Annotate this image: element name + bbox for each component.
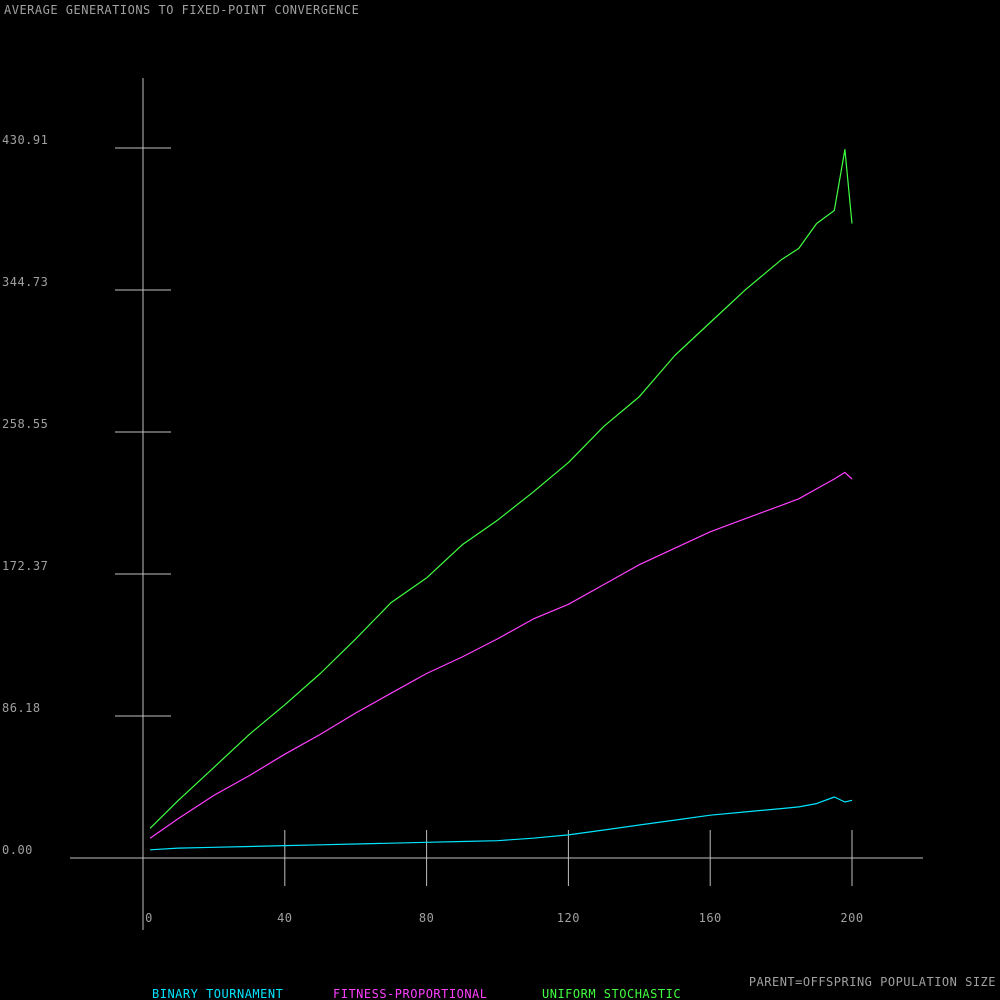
x-tick-label: 0 xyxy=(145,911,153,925)
x-tick-label: 120 xyxy=(557,911,580,925)
x-tick-label: 160 xyxy=(699,911,722,925)
y-tick-label: 430.91 xyxy=(2,133,48,147)
series-line-fitness-proportional xyxy=(149,471,853,839)
y-tick-label: 0.00 xyxy=(2,843,33,857)
x-axis-label: PARENT=OFFSPRING POPULATION SIZE xyxy=(749,975,996,989)
x-tick-label: 200 xyxy=(840,911,863,925)
series-line-binary-tournament xyxy=(150,796,853,851)
chart-title: AVERAGE GENERATIONS TO FIXED-POINT CONVE… xyxy=(4,3,359,17)
y-tick-label: 86.18 xyxy=(2,701,41,715)
y-tick-label: 344.73 xyxy=(2,275,48,289)
axes xyxy=(70,78,923,930)
legend-entry: BINARY TOURNAMENT xyxy=(152,987,283,1000)
x-axis-ticks: 0 40 80 120 160 200 xyxy=(145,830,863,925)
x-tick-label: 80 xyxy=(419,911,434,925)
series-line-uniform-stochastic xyxy=(149,148,853,829)
legend-entry: FITNESS-PROPORTIONAL xyxy=(333,987,488,1000)
y-tick-label: 172.37 xyxy=(2,559,48,573)
legend: BINARY TOURNAMENT FITNESS-PROPORTIONAL UNI… xyxy=(152,987,681,1000)
y-axis-ticks: 0.00 86.18 172.37 258.55 344.73 430.91 xyxy=(2,133,171,857)
legend-entry: UNIFORM STOCHASTIC xyxy=(542,987,681,1000)
y-tick-label: 258.55 xyxy=(2,417,48,431)
x-tick-label: 40 xyxy=(277,911,292,925)
series-lines xyxy=(149,148,853,851)
